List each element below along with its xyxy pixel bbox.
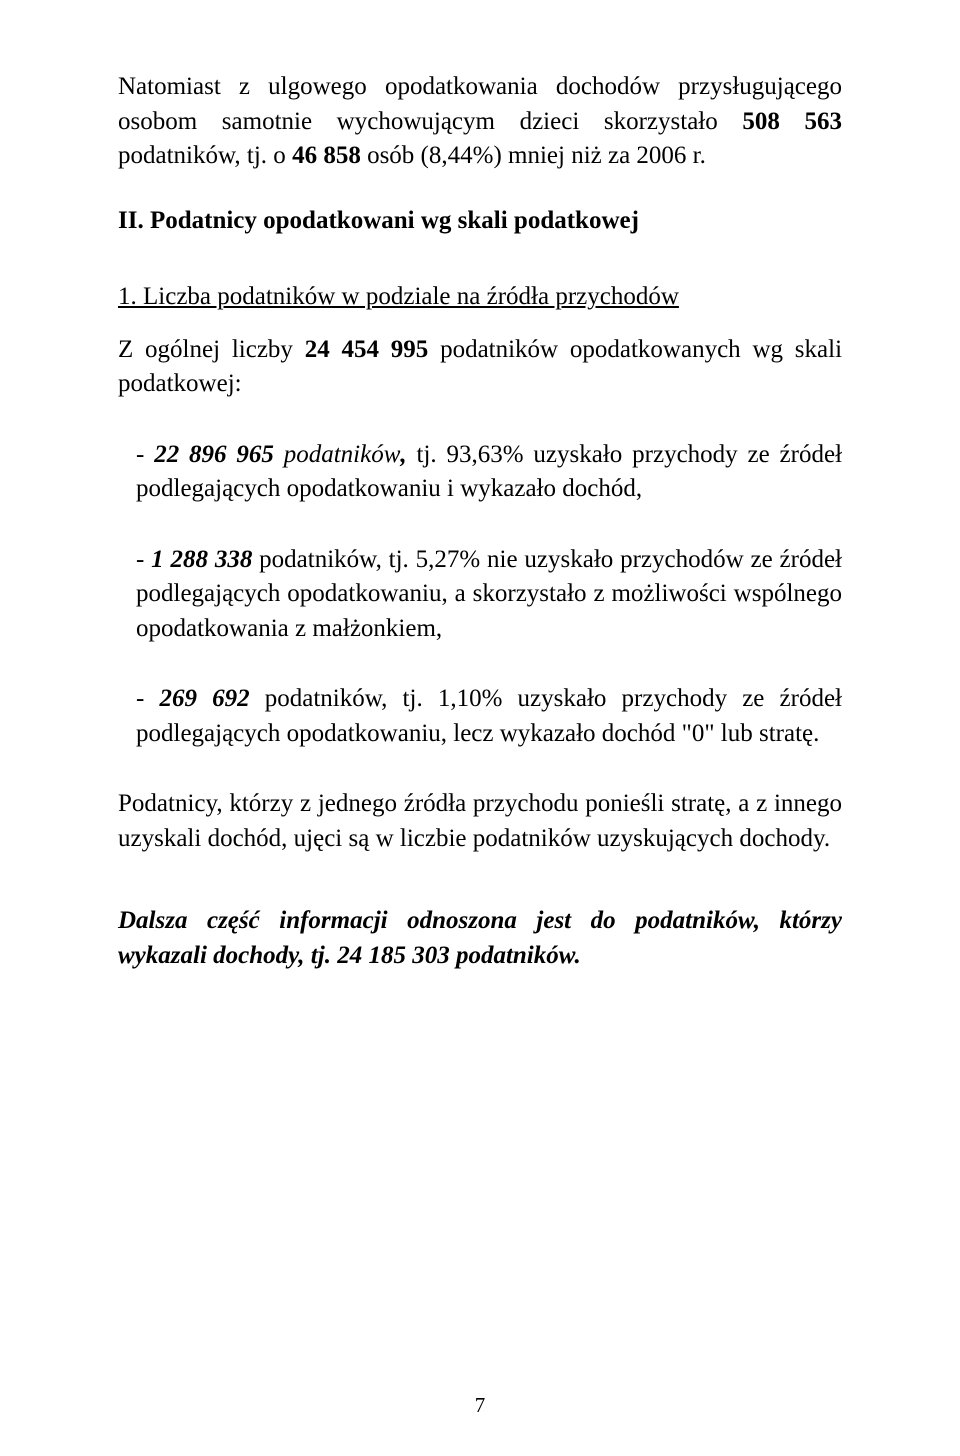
text: - [136,441,154,468]
bullet-3: - 269 692 podatników, tj. 1,10% uzyskało… [118,682,842,751]
text: podatników. [450,942,581,969]
page-number: 7 [0,1391,960,1420]
text: - [136,685,159,712]
bullet-1: - 22 896 965 podatników, tj. 93,63% uzys… [118,438,842,507]
text: , [400,441,416,468]
text: podatników [284,441,401,468]
paragraph-total: Z ogólnej liczby 24 454 995 podatników o… [118,333,842,402]
paragraph-note: Podatnicy, którzy z jednego źródła przyc… [118,787,842,856]
bullet-2: - 1 288 338 podatników, tj. 5,27% nie uz… [118,543,842,647]
number: 508 563 [742,108,842,135]
page: Natomiast z ulgowego opodatkowania docho… [0,0,960,1456]
text: podatników, tj. o [118,142,292,169]
number: 46 858 [292,142,361,169]
paragraph-summary: Dalsza część informacji odnoszona jest d… [118,904,842,973]
number: 24 454 995 [305,336,429,363]
number: 269 692 [159,685,249,712]
text: - [136,546,151,573]
number: 24 185 303 [337,942,450,969]
number: 1 288 338 [151,546,259,573]
section-heading: II. Podatnicy opodatkowani wg skali poda… [118,204,842,239]
text: osób (8,44%) mniej niż za 2006 r. [361,142,706,169]
number: 22 896 965 [154,441,284,468]
text: Z ogólnej liczby [118,336,305,363]
intro-paragraph: Natomiast z ulgowego opodatkowania docho… [118,70,842,174]
text: Natomiast z ulgowego opodatkowania docho… [118,73,842,135]
subsection-heading: 1. Liczba podatników w podziale na źródł… [118,280,842,315]
